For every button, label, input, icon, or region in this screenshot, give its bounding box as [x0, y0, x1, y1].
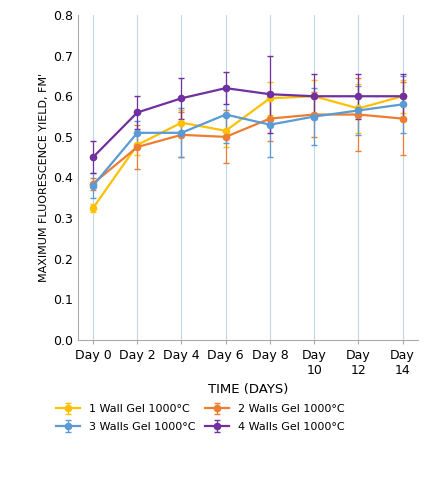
X-axis label: TIME (DAYS): TIME (DAYS)	[207, 382, 287, 396]
Legend: 1 Wall Gel 1000°C, 3 Walls Gel 1000°C, 2 Walls Gel 1000°C, 4 Walls Gel 1000°C: 1 Wall Gel 1000°C, 3 Walls Gel 1000°C, 2…	[56, 404, 344, 432]
Y-axis label: MAXIMUM FLUORESCENCE YIELD, FM': MAXIMUM FLUORESCENCE YIELD, FM'	[38, 73, 49, 282]
